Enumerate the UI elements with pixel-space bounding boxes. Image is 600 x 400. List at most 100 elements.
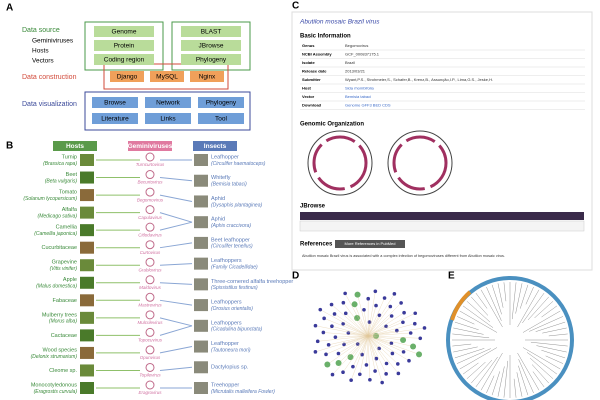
network-node — [396, 371, 401, 376]
section-heading: JBrowse — [300, 204, 326, 210]
network-edge — [367, 335, 392, 344]
network-node — [336, 351, 341, 356]
item-label: BLAST — [201, 29, 222, 36]
network-edge — [367, 313, 416, 337]
item-box — [145, 97, 191, 108]
network-node — [412, 321, 417, 326]
insect-name: Treehopper — [211, 382, 239, 388]
insect-name: Leafhopper — [211, 341, 239, 347]
virus-genus: Capulavirus — [138, 215, 163, 220]
insect-name: Leafhopper — [211, 154, 239, 160]
source-box — [171, 21, 251, 71]
host-photo — [80, 241, 94, 254]
network-node — [402, 310, 406, 315]
network-node — [400, 337, 407, 344]
virus-genus: Opunvirus — [140, 355, 161, 360]
network-node — [382, 296, 387, 300]
network-node — [330, 324, 334, 329]
network-node — [315, 339, 320, 344]
genome-map — [387, 130, 453, 196]
network-node — [407, 358, 411, 363]
tree-branch — [486, 286, 502, 321]
virus-genome-icon — [145, 170, 155, 180]
network-node — [341, 300, 346, 305]
insect-link — [159, 221, 193, 231]
network-edge — [331, 326, 369, 337]
item-box — [181, 26, 241, 37]
panel-label: C — [292, 1, 299, 12]
virus-genome-icon — [145, 327, 155, 337]
host-name: Fabaceae — [53, 298, 77, 304]
tree-branch — [542, 327, 567, 334]
item-label: Tool — [215, 116, 227, 123]
virus-genome-icon — [145, 292, 155, 302]
network-node — [368, 377, 372, 382]
tree-branch — [454, 321, 479, 330]
insect-photo — [194, 195, 208, 208]
source-item: Hosts — [32, 48, 49, 55]
network-edge — [359, 335, 369, 375]
tree-branch — [532, 371, 545, 388]
insect-link — [159, 177, 193, 182]
network-node — [374, 303, 378, 308]
network-edge — [367, 327, 425, 337]
network-edge — [367, 335, 398, 365]
network-edge — [367, 293, 395, 337]
network-edge — [335, 335, 369, 338]
virus-genus: Mulcrilevirus — [137, 320, 163, 325]
item-box — [198, 97, 244, 108]
section-title: Data construction — [22, 74, 77, 81]
network-node — [374, 356, 379, 361]
network-edge — [315, 325, 369, 337]
network-edge — [338, 335, 369, 354]
field-name: NCBI Assembly — [302, 52, 332, 57]
network-node — [347, 354, 354, 361]
tree-branch — [534, 301, 554, 319]
item-label: Links — [160, 116, 176, 123]
network-node — [395, 328, 399, 333]
host-species: (Brassica rapa) — [43, 161, 77, 167]
network-edge — [325, 335, 369, 355]
network-edge — [367, 312, 405, 337]
insect-photo — [194, 174, 208, 187]
field-value: Begomovirus — [345, 43, 368, 48]
item-label: Protein — [114, 43, 135, 50]
insect-species: (Aphis craccivora) — [211, 223, 251, 229]
insect-photo — [194, 257, 208, 270]
network-node — [354, 291, 361, 298]
item-label: Network — [156, 100, 181, 107]
network-edge — [317, 335, 369, 342]
insect-name: Three-cornered alfalfa treehopper — [211, 279, 293, 285]
network-edge — [367, 306, 391, 337]
network-node — [366, 296, 371, 301]
insect-link — [159, 299, 193, 306]
item-box — [94, 54, 154, 65]
insect-link — [159, 212, 193, 223]
network-edge — [324, 318, 369, 337]
insect-species: (Tautoneura mori) — [211, 347, 251, 353]
network-edge — [367, 305, 377, 337]
insect-name: Leafhoppers — [211, 320, 242, 326]
network-edge — [367, 297, 385, 337]
network-edge — [350, 335, 369, 358]
field-name: Host — [302, 86, 312, 91]
host-photo — [80, 364, 94, 377]
host-species: (Eragrostis curvula) — [34, 389, 78, 395]
item-label: Literature — [101, 116, 129, 123]
network-edge — [367, 302, 402, 337]
item-label: JBrowse — [199, 43, 224, 50]
network-edge — [345, 293, 369, 337]
network-edge — [363, 309, 369, 337]
insect-link — [159, 325, 193, 336]
column-header: Insects — [204, 143, 227, 150]
host-species: (Delonix strumarium) — [31, 354, 78, 360]
network-node — [384, 372, 388, 376]
panel-c: Abutilon mosaic Brazil virus Basic Inform… — [299, 19, 585, 258]
tree-branch — [503, 282, 507, 302]
tree-branch — [475, 356, 498, 388]
tree-branch — [480, 352, 503, 391]
item-label: Browse — [104, 100, 126, 107]
tree-branch — [516, 372, 523, 397]
network-edge — [332, 335, 369, 375]
insect-species: (Cicadulina bipunctata) — [211, 327, 262, 333]
